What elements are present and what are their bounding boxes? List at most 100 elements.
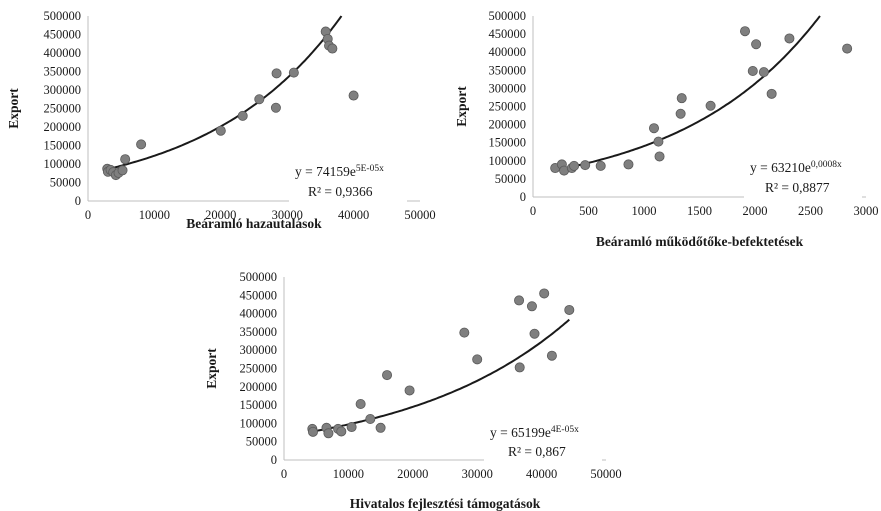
- data-point: [120, 154, 131, 165]
- data-point: [336, 426, 347, 437]
- equation-exponent: 5E-05x: [356, 164, 384, 174]
- data-point: [675, 108, 686, 119]
- x-tick-label: 10000: [139, 208, 170, 222]
- y-tick-label: 50000: [246, 435, 277, 449]
- x-tick-label: 50000: [404, 208, 435, 222]
- data-point: [117, 165, 128, 176]
- data-point: [526, 301, 537, 312]
- trendline: [107, 15, 343, 171]
- x-tick-label: 2000: [743, 204, 768, 218]
- y-axis-title: Export: [6, 88, 21, 129]
- x-tick-label: 0: [530, 204, 536, 218]
- data-point: [705, 100, 716, 111]
- equation-exponent: 4E-05x: [551, 425, 579, 435]
- y-tick-label: 200000: [44, 120, 82, 134]
- data-point: [382, 370, 393, 381]
- equation-main: y = 74159e: [295, 164, 356, 179]
- x-tick-label: 40000: [526, 467, 557, 481]
- x-axis-title: Beáramló működőtőke-befektetések: [596, 234, 804, 249]
- y-tick-label: 100000: [44, 157, 82, 171]
- data-point: [270, 102, 281, 113]
- equation-background: [289, 162, 407, 206]
- data-point: [307, 426, 318, 437]
- y-tick-label: 300000: [240, 343, 278, 357]
- data-point: [751, 39, 762, 50]
- y-tick-label: 300000: [44, 83, 82, 97]
- data-point: [365, 414, 376, 425]
- equation-main: y = 65199e: [490, 425, 551, 440]
- x-tick-label: 10000: [333, 467, 364, 481]
- y-tick-label: 50000: [495, 172, 526, 186]
- y-tick-label: 150000: [489, 136, 527, 150]
- y-tick-label: 400000: [240, 307, 278, 321]
- data-point: [271, 68, 282, 79]
- y-tick-label: 200000: [489, 118, 527, 132]
- x-tick-label: 500: [579, 204, 598, 218]
- y-axis-title: Export: [204, 348, 219, 389]
- y-tick-label: 450000: [240, 288, 278, 302]
- data-point: [375, 422, 386, 433]
- y-tick-label: 100000: [240, 416, 278, 430]
- y-tick-label: 350000: [489, 63, 527, 77]
- y-tick-label: 300000: [489, 81, 527, 95]
- y-tick-label: 250000: [489, 100, 527, 114]
- data-point: [595, 160, 606, 171]
- y-tick-label: 0: [271, 453, 277, 467]
- data-point: [514, 362, 525, 373]
- x-tick-label: 40000: [338, 208, 369, 222]
- trendline-equation: y = 63210e0,0008x: [750, 160, 842, 175]
- data-point: [653, 136, 664, 147]
- y-tick-label: 500000: [489, 9, 527, 23]
- y-tick-label: 0: [75, 194, 81, 208]
- data-point: [237, 110, 248, 121]
- chart-remittances: 0500001000001500002000002500003000003500…: [6, 9, 436, 231]
- y-tick-label: 100000: [489, 154, 527, 168]
- data-point: [529, 328, 540, 339]
- data-point: [404, 385, 415, 396]
- x-tick-label: 0: [85, 208, 91, 222]
- y-axis-title: Export: [454, 86, 469, 127]
- data-point: [569, 160, 580, 171]
- x-tick-label: 0: [281, 467, 287, 481]
- data-point: [288, 67, 299, 78]
- y-tick-label: 500000: [240, 270, 278, 284]
- x-tick-label: 30000: [272, 208, 303, 222]
- data-point: [842, 43, 853, 54]
- equation-background: [484, 423, 602, 467]
- y-tick-label: 350000: [44, 65, 82, 79]
- data-point: [546, 350, 557, 361]
- data-point: [514, 295, 525, 306]
- y-tick-label: 450000: [44, 28, 82, 42]
- data-point: [654, 151, 665, 162]
- trendline-equation: y = 65199e4E-05x: [490, 425, 579, 440]
- data-point: [327, 43, 338, 54]
- y-tick-label: 350000: [240, 325, 278, 339]
- y-tick-label: 450000: [489, 27, 527, 41]
- data-point: [784, 33, 795, 44]
- data-point: [747, 66, 758, 77]
- equation-exponent: 0,0008x: [811, 160, 842, 170]
- x-tick-label: 50000: [590, 467, 621, 481]
- y-tick-label: 250000: [240, 362, 278, 376]
- data-point: [539, 288, 550, 299]
- data-point: [355, 399, 366, 410]
- y-tick-label: 500000: [44, 9, 82, 23]
- y-tick-label: 0: [520, 190, 526, 204]
- x-tick-label: 20000: [205, 208, 236, 222]
- data-point: [623, 159, 634, 170]
- x-tick-label: 30000: [462, 467, 493, 481]
- data-point: [323, 428, 334, 439]
- data-point: [648, 123, 659, 134]
- x-axis-title: Hivatalos fejlesztési támogatások: [350, 496, 541, 511]
- x-axis-title: Beáramló hazautalások: [186, 216, 322, 231]
- equation-main: y = 63210e: [750, 160, 811, 175]
- data-point: [472, 354, 483, 365]
- y-tick-label: 200000: [240, 380, 278, 394]
- chart-fdi: 0 50000 100000 150000 200000 250000 300000 3500…: [454, 9, 879, 249]
- r-squared: R² = 0,9366: [308, 184, 373, 199]
- y-tick-label: 50000: [50, 176, 81, 190]
- data-point: [758, 67, 769, 78]
- trendline-equation: y = 74159e5E-05x: [295, 164, 384, 179]
- data-point: [215, 125, 226, 136]
